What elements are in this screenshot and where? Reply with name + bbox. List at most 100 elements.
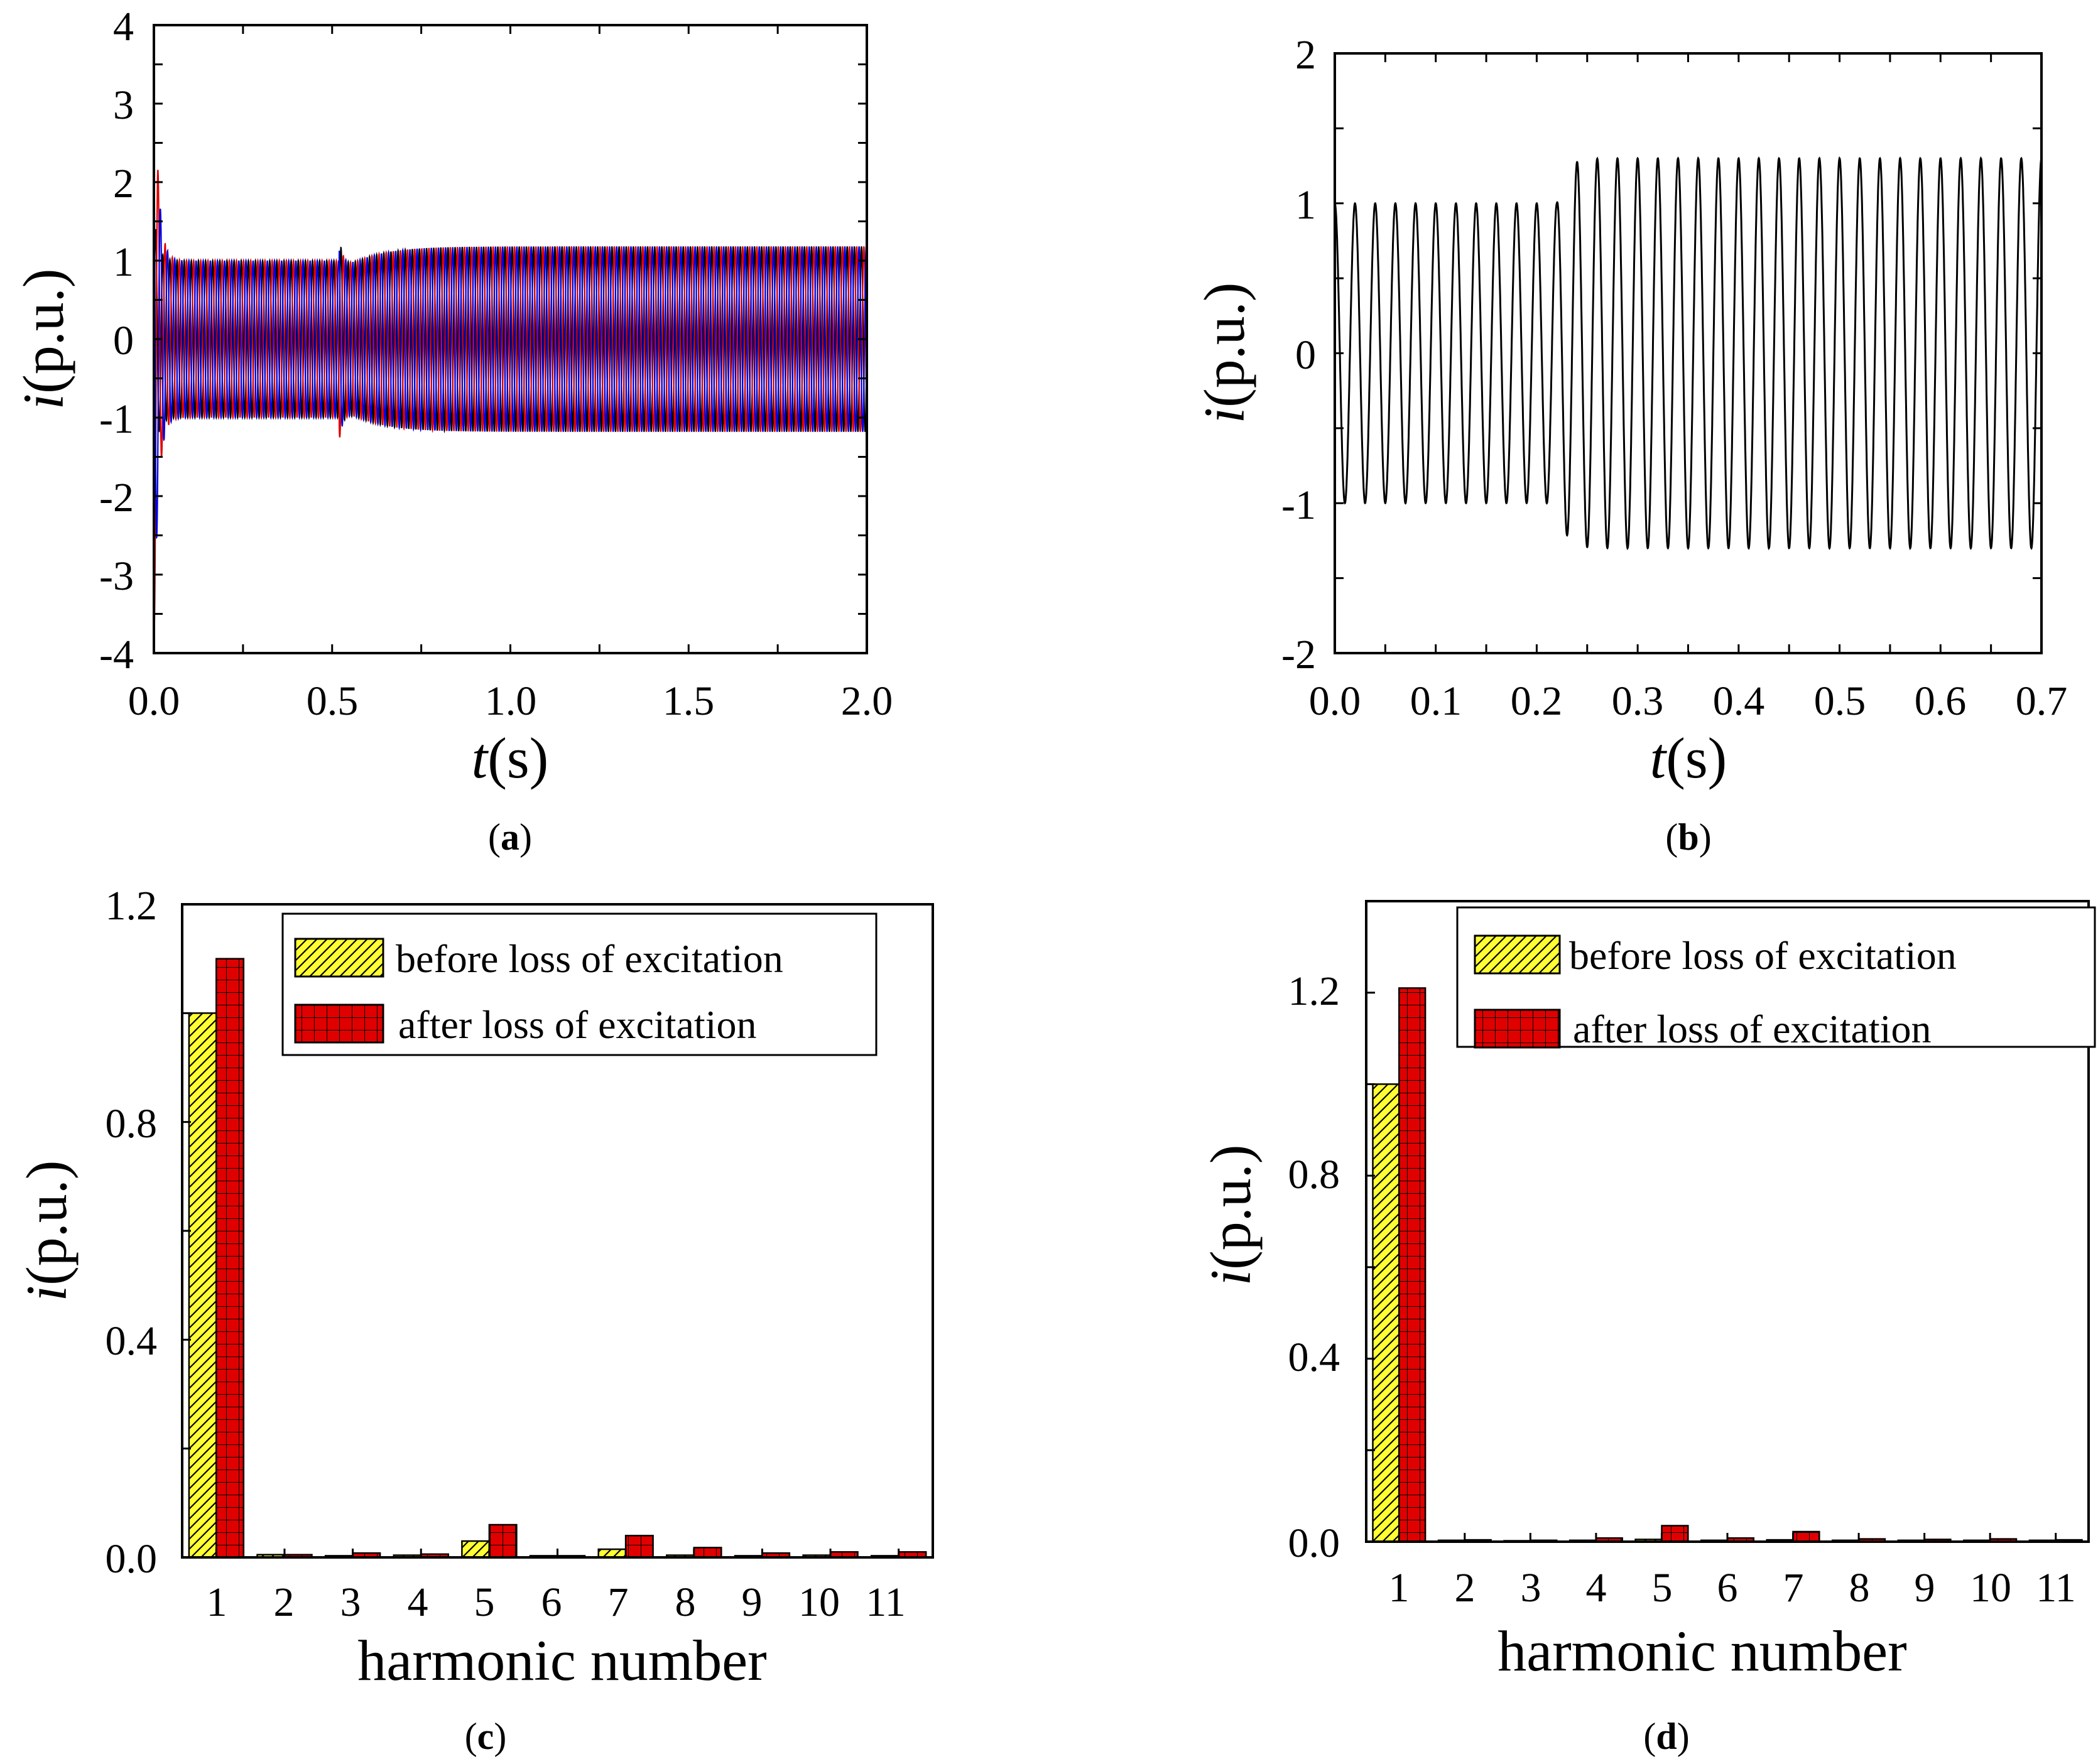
panel-d-label-close: )	[1677, 1716, 1690, 1757]
panel-c-bar-after-h7	[624, 1535, 654, 1559]
panel-c-ytick-label: 1.2	[106, 883, 158, 929]
panel-c-x-axis-title: harmonic number	[357, 1628, 766, 1692]
panel-c-xtick-label: 6	[541, 1579, 562, 1625]
panel-d-legend-swatch-after	[1474, 1009, 1561, 1049]
panel-b-y-tick-labels: 2 1 0 -1 -2	[1281, 32, 1316, 678]
panel-c-bar-before-h1	[188, 1012, 217, 1559]
panel-d-xtick-label: 10	[1970, 1565, 2011, 1611]
panel-c-bar-after-h8	[693, 1547, 722, 1559]
panel-a-ytick-label: -1	[99, 396, 134, 442]
panel-d-legend-label-before: before loss of excitation	[1569, 933, 1957, 978]
panel-a-xtick-label: 2.0	[841, 678, 893, 724]
panel-d-x-axis-title: harmonic number	[1497, 1619, 1906, 1683]
panel-a-x-axis-title: t(s)	[472, 726, 549, 790]
panel-c-bar-after-h5	[488, 1523, 518, 1559]
panel-b-ytick-label: -2	[1281, 632, 1316, 678]
panel-d-xtick-label: 5	[1652, 1565, 1673, 1611]
panel-b-xtick-label: 0.6	[1915, 678, 1967, 724]
panel-a-ytick-label: 2	[113, 161, 134, 207]
panel-a-ytick-label: 3	[113, 82, 134, 128]
panel-b-xtick-label: 0.1	[1410, 678, 1462, 724]
panel-c-tick-marks	[182, 903, 900, 1559]
panel-c-xtick-label: 3	[340, 1579, 361, 1625]
panel-d-bar-after-h7	[1792, 1530, 1820, 1543]
panel-c-bars	[188, 958, 927, 1559]
panel-d-bar-after-h5	[1661, 1525, 1689, 1543]
panel-b-label-open: (	[1665, 816, 1678, 858]
panel-c-legend-swatch-after	[294, 1004, 384, 1044]
panel-a-xtick-label: 1.5	[663, 678, 715, 724]
panel-d-legend: before loss of excitation after loss of …	[1456, 906, 2096, 1051]
panel-b-xtick-label: 0.3	[1612, 678, 1664, 724]
panel-c-y-axis-title: i(p.u.)	[14, 1161, 79, 1302]
panel-d-xtick-label: 8	[1849, 1565, 1870, 1611]
panel-d-xtick-label: 2	[1455, 1565, 1476, 1611]
panel-c-legend-swatch-before	[294, 938, 384, 978]
panel-c-label: (c)	[465, 1716, 507, 1757]
panel-a-ytick-label: 4	[113, 4, 134, 50]
panel-c-xtick-label: 9	[742, 1579, 763, 1625]
panel-a-y-axis-title: i(p.u.)	[11, 269, 75, 410]
panel-c-xtick-label: 5	[474, 1579, 495, 1625]
panel-d-ytick-label: 0.8	[1288, 1152, 1340, 1198]
panel-a-x-axis-unit: (s)	[487, 726, 548, 790]
panel-b-y-axis-unit: (p.u.)	[1192, 283, 1256, 408]
panel-a-y-tick-labels: 4 3 2 1 0 -1 -2 -3 -4	[99, 4, 134, 678]
panel-c-xtick-label: 10	[798, 1579, 840, 1625]
panel-c: 1.2 0.8 0.4 0.0 1 2 3 4 5 6 7 8 9 10 11 …	[14, 883, 934, 1757]
panel-d-label-open: (	[1643, 1716, 1656, 1757]
panel-a-label: (a)	[488, 816, 532, 858]
panel-c-label-open: (	[465, 1716, 477, 1757]
panel-a-y-axis-variable: i	[11, 394, 75, 410]
panel-c-bar-after-h1	[215, 958, 245, 1559]
panel-b-y-axis-title: i(p.u.)	[1192, 283, 1256, 424]
panel-b-ytick-label: 1	[1295, 182, 1316, 228]
panel-a-ytick-label: -2	[99, 475, 134, 521]
panel-d-xtick-label: 4	[1586, 1565, 1607, 1611]
panel-b-label-close: )	[1699, 816, 1712, 858]
panel-d-bar-before-h1	[1372, 1083, 1400, 1543]
panel-d-xtick-label: 9	[1915, 1565, 1935, 1611]
panel-a-series-phase-c	[154, 67, 867, 539]
panel-b-tick-marks	[1335, 52, 2041, 654]
panel-b-xtick-label: 0.4	[1713, 678, 1765, 724]
panel-c-ytick-label: 0.0	[106, 1536, 158, 1582]
panel-d-legend-label-after: after loss of excitation	[1573, 1007, 1931, 1051]
panel-c-label-letter: c	[477, 1716, 494, 1757]
panel-b-xtick-label: 0.0	[1309, 678, 1361, 724]
panel-b-y-axis-variable: i	[1192, 408, 1256, 424]
panel-d-tick-marks	[1366, 900, 2057, 1543]
panel-a-xtick-label: 1.0	[485, 678, 537, 724]
panel-d-y-tick-labels: 1.2 0.8 0.4 0.0	[1288, 968, 1340, 1566]
panel-c-xtick-label: 2	[274, 1579, 295, 1625]
panel-a-ytick-label: -4	[99, 632, 134, 678]
panel-c-bar-before-h5	[461, 1540, 491, 1559]
panel-c-legend-label-before: before loss of excitation	[396, 936, 783, 981]
panel-d: 1.2 0.8 0.4 0.0 1 2 3 4 5 6 7 8 9 10 11 …	[1198, 900, 2096, 1757]
panel-d-y-axis-title: i(p.u.)	[1198, 1145, 1263, 1286]
panel-b-ytick-label: 2	[1295, 32, 1316, 78]
panel-c-xtick-label: 7	[608, 1579, 629, 1625]
panel-b-xtick-label: 0.5	[1814, 678, 1866, 724]
panel-d-ytick-label: 1.2	[1288, 968, 1340, 1014]
panel-a-y-axis-unit: (p.u.)	[11, 269, 75, 394]
panel-d-bar-after-h1	[1398, 987, 1427, 1543]
panel-a-traces	[154, 67, 867, 628]
panel-b: 2 1 0 -1 -2 0.0 0.1 0.2 0.3 0.4 0.5 0.6 …	[1192, 32, 2067, 858]
panel-a-x-axis-variable: t	[472, 726, 489, 790]
panel-c-ytick-label: 0.4	[106, 1318, 158, 1364]
panel-b-ytick-label: -1	[1281, 482, 1316, 528]
panel-d-xtick-label: 11	[2036, 1565, 2076, 1611]
panel-c-legend-label-after: after loss of excitation	[398, 1002, 756, 1047]
panel-c-x-tick-labels: 1 2 3 4 5 6 7 8 9 10 11	[207, 1579, 906, 1625]
panel-d-bars	[1372, 987, 2083, 1543]
panel-a-series-phase-a	[154, 229, 867, 434]
panel-d-ytick-label: 0.0	[1288, 1520, 1340, 1566]
panel-b-x-axis-variable: t	[1650, 726, 1668, 790]
panel-b-series-phase-current	[1335, 156, 2041, 551]
panel-b-x-tick-labels: 0.0 0.1 0.2 0.3 0.4 0.5 0.6 0.7	[1309, 678, 2068, 724]
panel-a-x-tick-labels: 0.0 0.5 1.0 1.5 2.0	[128, 678, 893, 724]
panel-c-label-close: )	[494, 1716, 506, 1757]
panel-a-ytick-label: 0	[113, 318, 134, 364]
